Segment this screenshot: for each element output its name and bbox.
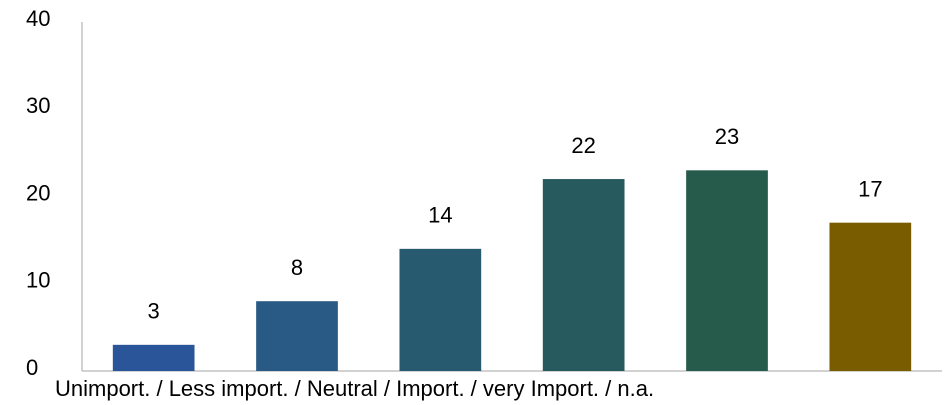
value-label: 8	[291, 255, 303, 280]
bar	[256, 301, 338, 371]
value-label: 17	[858, 176, 882, 201]
bar	[399, 248, 482, 371]
y-tick-label: 20	[26, 180, 50, 205]
value-label: 14	[428, 203, 452, 228]
bar	[112, 344, 195, 371]
bar	[542, 179, 625, 371]
y-tick-label: 40	[26, 6, 50, 31]
y-tick-label: 10	[26, 268, 50, 293]
value-label: 3	[148, 299, 160, 324]
bar	[829, 222, 912, 371]
value-label: 23	[715, 124, 739, 149]
value-label: 22	[571, 133, 595, 158]
x-axis-label: Unimport. / Less import. / Neutral / Imp…	[55, 376, 654, 401]
bar	[686, 170, 768, 371]
y-tick-label: 0	[26, 355, 38, 380]
y-tick-label: 30	[26, 93, 50, 118]
